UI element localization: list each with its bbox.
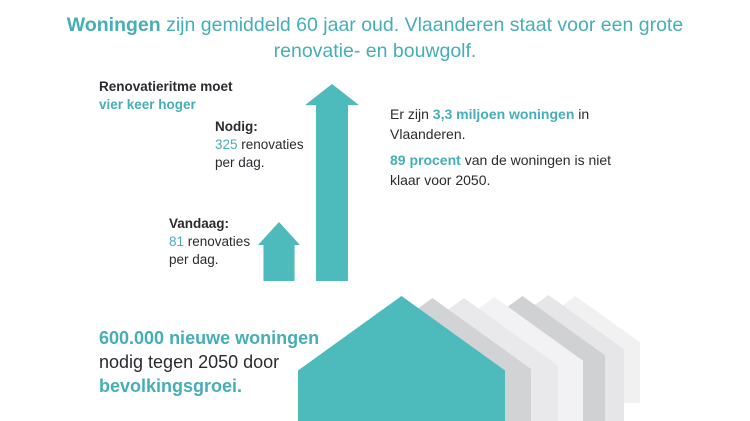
title-line1-rest: zijn gemiddeld 60 jaar oud. Vlaanderen s… bbox=[160, 14, 684, 36]
house-shape-gray bbox=[440, 296, 605, 421]
stat-total-post: in bbox=[574, 106, 590, 122]
stat-percent-line2: klaar voor 2050. bbox=[390, 171, 491, 188]
needed-renovations-block: Nodig: 325 renovaties per dag. bbox=[215, 118, 304, 172]
growth-line3: bevolkingsgroei. bbox=[99, 376, 243, 396]
stat-not-ready: 89 procent van de woningen is niet klaar … bbox=[390, 151, 640, 190]
renovation-rate-label-line1: Renovatieritme moet bbox=[99, 79, 233, 94]
today-per-day: per dag. bbox=[169, 252, 219, 267]
title-keyword: Woningen bbox=[66, 14, 161, 36]
renovation-rate-label-line2: vier keer hoger bbox=[99, 97, 196, 112]
stat-percent-highlight: 89 procent bbox=[390, 152, 461, 168]
house-shape-gray bbox=[370, 298, 558, 421]
flanders-stats: Er zijn 3,3 miljoen woningen in Vlaandere… bbox=[390, 105, 640, 197]
stat-percent-post: van de woningen is niet bbox=[460, 152, 612, 168]
house-shape-teal bbox=[298, 296, 505, 421]
today-renovations-block: Vandaag: 81 renovaties per dag. bbox=[169, 215, 250, 269]
needed-value-line: 325 renovaties bbox=[215, 136, 304, 154]
needed-per-day: per dag. bbox=[215, 155, 265, 170]
house-shape-gray bbox=[473, 295, 624, 421]
stat-total-pre: Er zijn bbox=[390, 106, 433, 122]
house-shape-gray bbox=[406, 297, 583, 421]
needed-label: Nodig: bbox=[215, 119, 258, 134]
renovation-rate-label: Renovatieritme moet vier keer hoger bbox=[99, 78, 233, 114]
needed-value: 325 bbox=[215, 137, 238, 152]
page-title: Woningen zijn gemiddeld 60 jaar oud. Vla… bbox=[0, 12, 750, 64]
stat-total-line2: Vlaanderen. bbox=[390, 125, 466, 142]
stat-total-homes: Er zijn 3,3 miljoen woningen in Vlaandere… bbox=[390, 105, 640, 144]
house-shape-gray bbox=[511, 296, 640, 403]
today-unit: renovaties bbox=[184, 234, 251, 249]
growth-line2: nodig tegen 2050 door bbox=[99, 352, 280, 372]
large-up-arrow-icon bbox=[305, 84, 359, 281]
small-up-arrow-icon bbox=[258, 222, 300, 281]
population-growth-block: 600.000 nieuwe woningen nodig tegen 2050… bbox=[99, 326, 319, 398]
today-label: Vandaag: bbox=[169, 216, 230, 231]
growth-line1: 600.000 nieuwe woningen bbox=[99, 328, 320, 348]
title-line2: renovatie- en bouwgolf. bbox=[273, 40, 477, 62]
needed-unit: renovaties bbox=[237, 137, 304, 152]
title-line1: Woningen zijn gemiddeld 60 jaar oud. Vla… bbox=[0, 12, 750, 38]
today-value-line: 81 renovaties bbox=[169, 233, 250, 251]
house-shape-gray bbox=[334, 298, 531, 421]
today-value: 81 bbox=[169, 234, 185, 249]
stat-total-highlight: 3,3 miljoen woningen bbox=[432, 106, 575, 122]
